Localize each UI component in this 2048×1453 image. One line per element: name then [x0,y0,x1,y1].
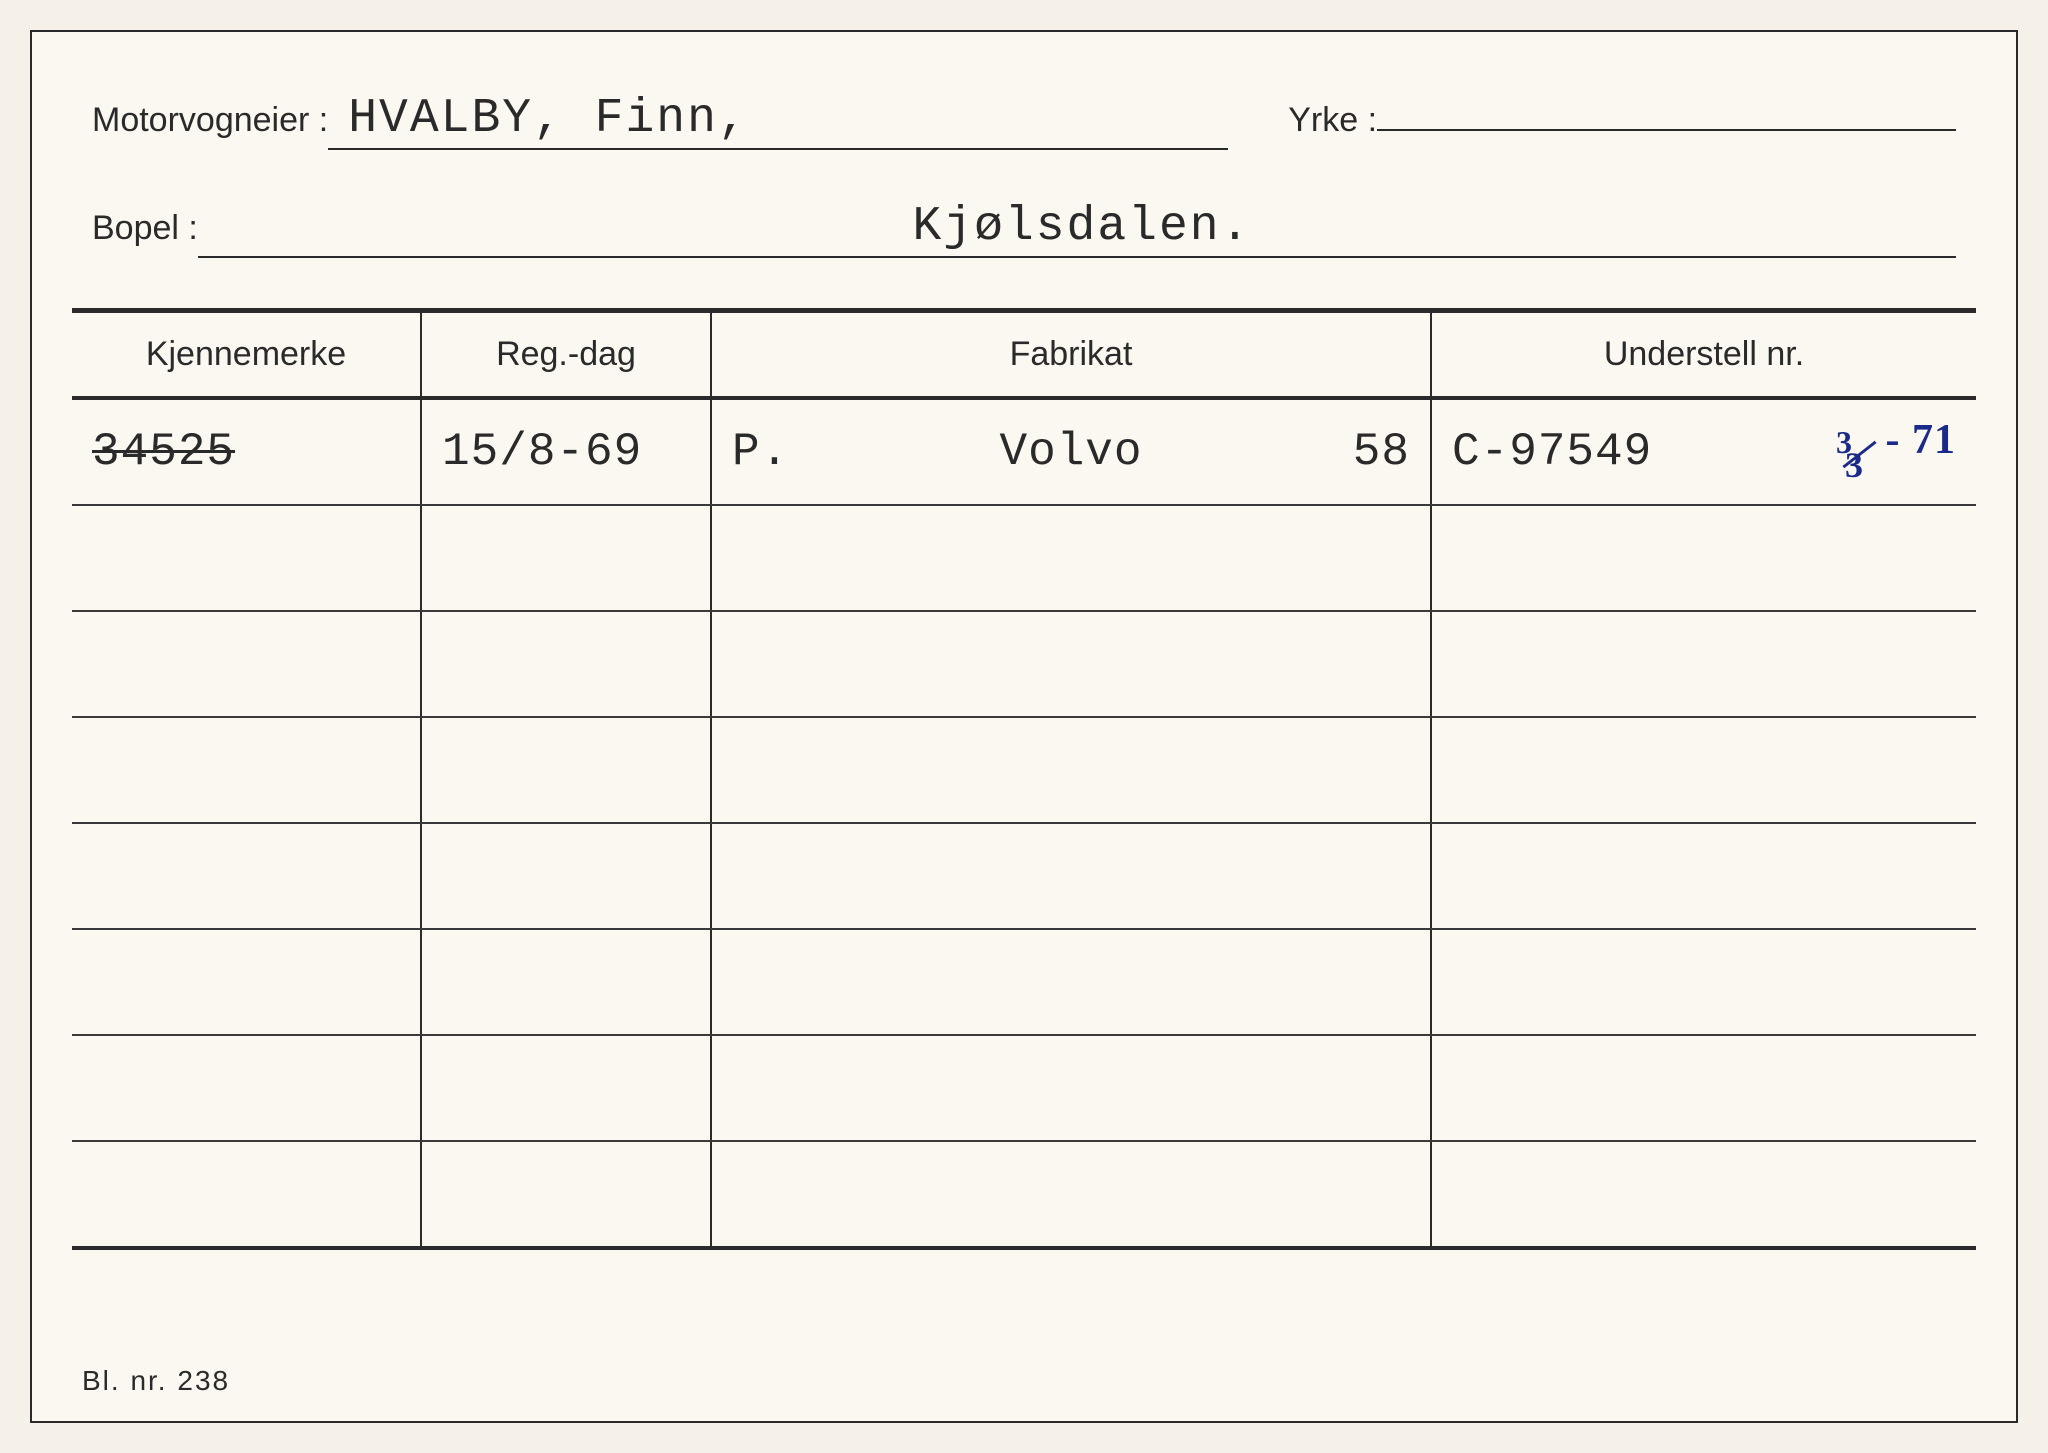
cell-kjennemerke [72,1142,422,1246]
col-header-regdag: Reg.-dag [422,313,712,396]
table-header-row: Kjennemerke Reg.-dag Fabrikat Understell… [72,313,1976,400]
occupation-label: Yrke : [1288,101,1377,140]
cell-understell [1432,1142,1976,1246]
cell-understell [1432,718,1976,822]
cell-understell [1432,824,1976,928]
cell-kjennemerke [72,506,422,610]
cell-fabrikat [712,1036,1432,1140]
kjennemerke-value: 34525 [92,426,235,478]
residence-label: Bopel : [92,209,198,248]
cell-understell [1432,1036,1976,1140]
cell-regdag [422,930,712,1034]
handwritten-denominator: 3 [1845,449,1864,481]
cell-kjennemerke: 34525 [72,400,422,504]
cell-fabrikat [712,824,1432,928]
table-bottom-rule [72,1246,1976,1250]
occupation-value [1377,127,1956,131]
owner-row: Motorvogneier : HVALBY, Finn, Yrke : [92,92,1956,150]
cell-regdag [422,1142,712,1246]
cell-kjennemerke [72,718,422,822]
cell-regdag [422,718,712,822]
table-row: 34525 15/8-69 P. Volvo 58 C-97549 [72,400,1976,506]
cell-understell: C-97549 3 3 - 71 [1432,400,1976,504]
col-header-understell: Understell nr. [1432,313,1976,396]
cell-regdag: 15/8-69 [422,400,712,504]
col-header-kjennemerke: Kjennemerke [72,313,422,396]
table-row [72,612,1976,718]
cell-kjennemerke [72,1036,422,1140]
cell-fabrikat [712,612,1432,716]
cell-fabrikat [712,930,1432,1034]
handwritten-suffix: - 71 [1886,417,1957,463]
fabrikat-year: 58 [1353,426,1410,478]
owner-label: Motorvogneier : [92,101,328,140]
cell-understell [1432,930,1976,1034]
cell-kjennemerke [72,612,422,716]
cell-kjennemerke [72,930,422,1034]
owner-value: HVALBY, Finn, [328,92,1228,150]
handwritten-fraction: 3 3 [1845,428,1874,481]
fabrikat-prefix: P. [732,426,789,478]
table-row [72,718,1976,824]
form-number: Bl. nr. 238 [82,1365,230,1397]
table-row [72,930,1976,1036]
table-body: 34525 15/8-69 P. Volvo 58 C-97549 [72,400,1976,1248]
handwritten-annotation: 3 3 - 71 [1845,422,1956,481]
cell-fabrikat: P. Volvo 58 [712,400,1432,504]
record-card: Motorvogneier : HVALBY, Finn, Yrke : Bop… [30,30,2018,1423]
fabrikat-make: Volvo [999,426,1142,478]
cell-understell [1432,506,1976,610]
header-fields: Motorvogneier : HVALBY, Finn, Yrke : Bop… [72,92,1976,258]
col-header-fabrikat: Fabrikat [712,313,1432,396]
cell-fabrikat [712,1142,1432,1246]
table-row [72,506,1976,612]
residence-value: Kjølsdalen. [198,200,1956,258]
cell-regdag [422,1036,712,1140]
cell-regdag [422,506,712,610]
table-row [72,824,1976,930]
cell-fabrikat [712,718,1432,822]
vehicle-table: Kjennemerke Reg.-dag Fabrikat Understell… [72,308,1976,1250]
table-row [72,1036,1976,1142]
table-row [72,1142,1976,1248]
cell-regdag [422,612,712,716]
cell-regdag [422,824,712,928]
cell-fabrikat [712,506,1432,610]
cell-kjennemerke [72,824,422,928]
cell-understell [1432,612,1976,716]
residence-row: Bopel : Kjølsdalen. [92,200,1956,258]
understell-number: C-97549 [1452,426,1652,478]
